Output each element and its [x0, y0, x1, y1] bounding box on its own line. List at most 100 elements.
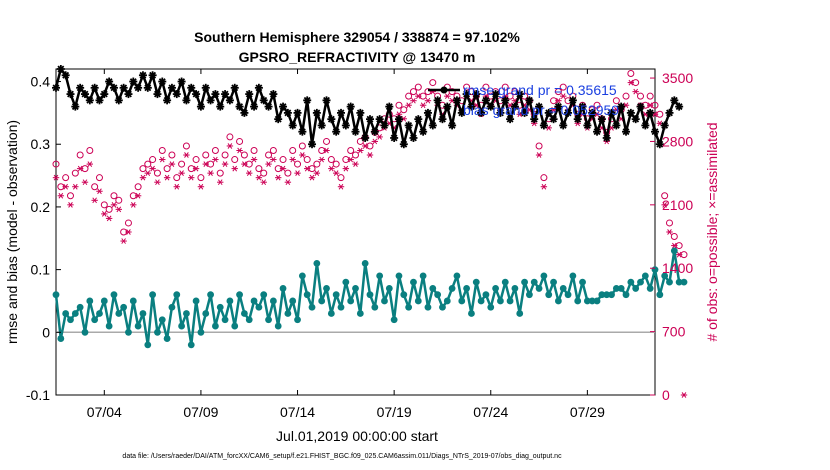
- rmse-point: [510, 102, 519, 111]
- assimilated-point: [376, 134, 383, 140]
- possible-point: [284, 169, 292, 177]
- bias-point: [661, 272, 669, 280]
- assimilated-point: [308, 174, 316, 181]
- possible-point: [134, 183, 142, 191]
- possible-point: [182, 142, 190, 150]
- legend-rmse-marker: [440, 86, 448, 94]
- bias-point: [569, 272, 577, 280]
- possible-point: [559, 83, 567, 91]
- possible-point: [168, 151, 176, 159]
- bias-point: [202, 310, 210, 317]
- possible-point: [231, 156, 239, 164]
- rmse-point: [501, 96, 510, 105]
- assimilated-point: [168, 161, 176, 167]
- rmse-point: [665, 108, 674, 117]
- possible-point: [269, 147, 277, 154]
- assimilated-point: [275, 174, 282, 181]
- rmse-point: [124, 90, 133, 99]
- rmse-point: [554, 102, 563, 111]
- x-tick-label: 07/29: [570, 404, 605, 420]
- bias-point: [501, 278, 509, 286]
- bias-point: [477, 297, 485, 305]
- bias-point: [530, 278, 538, 286]
- y-left-tick-label: 0.3: [31, 136, 51, 152]
- y-left-tick-label: 0.4: [31, 74, 51, 90]
- possible-point: [303, 156, 311, 164]
- rmse-point: [192, 90, 201, 99]
- bias-point: [603, 291, 611, 299]
- rmse-point: [225, 96, 234, 105]
- rmse-point: [182, 96, 191, 105]
- rmse-point: [370, 127, 379, 136]
- y-right-tick-label: 2800: [662, 133, 693, 149]
- rmse-point: [76, 83, 85, 92]
- rmse-point: [356, 108, 365, 117]
- rmse-point: [264, 102, 273, 111]
- possible-point: [294, 160, 302, 168]
- y-left-tick-label: 0.2: [31, 199, 51, 215]
- bias-point: [207, 291, 214, 299]
- y-left-tick-label: 0.1: [31, 262, 51, 278]
- possible-point: [115, 196, 123, 204]
- bias-point: [303, 291, 311, 299]
- rmse-point: [221, 90, 230, 99]
- rmse-point: [481, 96, 490, 105]
- rmse-point: [457, 108, 466, 117]
- rmse-point: [617, 102, 626, 111]
- assimilated-point: [410, 97, 417, 104]
- rmse-point: [641, 121, 650, 130]
- rmse-point: [346, 102, 355, 111]
- rmse-bias-series: [52, 65, 688, 349]
- possible-point: [62, 174, 70, 182]
- possible-point: [535, 142, 543, 150]
- rmse-point: [303, 96, 312, 105]
- possible-point: [637, 92, 645, 100]
- assimilated-point: [632, 88, 639, 95]
- bias-point: [439, 303, 446, 311]
- rmse-point: [462, 90, 471, 99]
- assimilated-point: [202, 161, 209, 167]
- rmse-point: [578, 102, 587, 111]
- rmse-point: [158, 77, 167, 86]
- possible-point: [400, 106, 408, 114]
- rmse-point: [380, 121, 389, 130]
- bias-point: [583, 297, 591, 305]
- rmse-point: [274, 115, 283, 124]
- assimilated-point: [192, 165, 200, 172]
- assimilated-point: [328, 165, 335, 172]
- rmse-point: [341, 121, 350, 130]
- bias-point: [342, 278, 350, 286]
- rmse-point: [288, 121, 297, 130]
- rmse-point: [148, 71, 157, 80]
- rmse-point: [279, 102, 288, 111]
- rmse-point: [240, 108, 249, 117]
- possible-point: [670, 233, 678, 241]
- assimilated-point: [120, 238, 127, 244]
- bias-point: [279, 285, 287, 292]
- possible-point: [332, 160, 340, 168]
- assimilated-point: [419, 102, 427, 109]
- rmse-point: [259, 96, 268, 105]
- bias-point: [274, 322, 282, 330]
- bias-point: [332, 291, 340, 299]
- rmse-point: [496, 108, 505, 117]
- assimilated-point: [352, 161, 359, 167]
- assimilated-point: [76, 165, 84, 172]
- possible-point: [627, 70, 635, 78]
- rmse-point: [486, 102, 495, 111]
- bias-point: [86, 297, 94, 305]
- bias-point: [598, 291, 606, 299]
- bias-point: [545, 291, 553, 299]
- bias-point: [424, 303, 432, 311]
- assimilated-point: [550, 106, 557, 113]
- rmse-point: [651, 127, 659, 136]
- bias-point: [240, 310, 248, 317]
- rmse-point: [646, 108, 655, 117]
- bias-point: [158, 316, 166, 324]
- rmse-point: [597, 115, 606, 124]
- rmse-point: [109, 83, 118, 92]
- bias-point: [308, 303, 316, 311]
- possible-point: [352, 151, 359, 159]
- rmse-point: [428, 121, 437, 130]
